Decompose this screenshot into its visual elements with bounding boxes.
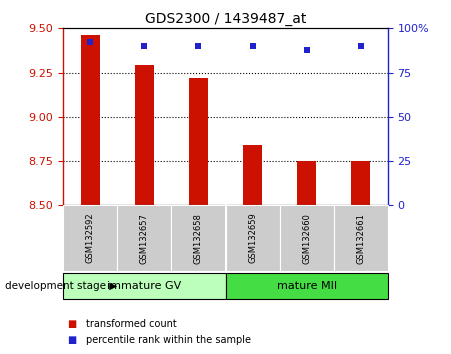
Text: GSM132592: GSM132592 xyxy=(86,213,95,263)
Point xyxy=(141,43,148,49)
Text: mature MII: mature MII xyxy=(276,281,337,291)
Text: ■: ■ xyxy=(68,335,77,345)
Text: GSM132657: GSM132657 xyxy=(140,213,149,263)
Text: transformed count: transformed count xyxy=(86,319,176,329)
Text: GSM132658: GSM132658 xyxy=(194,213,203,263)
Point xyxy=(249,43,256,49)
Text: GSM132659: GSM132659 xyxy=(248,213,257,263)
Point xyxy=(357,43,364,49)
Bar xyxy=(351,161,370,205)
Title: GDS2300 / 1439487_at: GDS2300 / 1439487_at xyxy=(145,12,306,26)
Text: GSM132661: GSM132661 xyxy=(356,213,365,263)
Text: development stage ▶: development stage ▶ xyxy=(5,281,117,291)
Bar xyxy=(189,78,208,205)
Text: percentile rank within the sample: percentile rank within the sample xyxy=(86,335,251,345)
Text: ■: ■ xyxy=(68,319,77,329)
Bar xyxy=(135,65,154,205)
Bar xyxy=(81,35,100,205)
Point xyxy=(195,43,202,49)
Bar xyxy=(297,161,316,205)
Bar xyxy=(243,145,262,205)
Point xyxy=(87,40,94,45)
Text: GSM132660: GSM132660 xyxy=(302,213,311,263)
Text: immature GV: immature GV xyxy=(107,281,181,291)
Point xyxy=(303,47,310,52)
